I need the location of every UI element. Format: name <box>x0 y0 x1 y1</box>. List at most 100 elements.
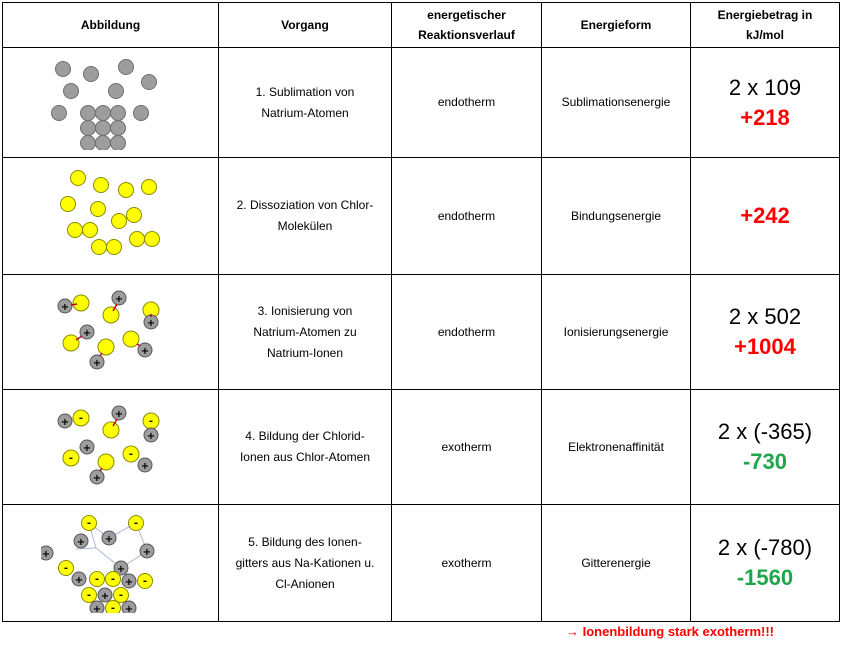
figure-cell <box>2 157 219 275</box>
sodium-atom <box>109 120 126 136</box>
sodium-atoms-figure <box>50 59 157 150</box>
chlorine-atoms-figure <box>59 169 160 255</box>
energieform-cell: Gitterenergie <box>541 504 691 622</box>
chlorine-atom <box>143 230 160 247</box>
atom-pair: + <box>142 301 159 329</box>
minus-sign: - <box>142 576 146 587</box>
minus-sign: - <box>86 518 90 529</box>
sodium-atom <box>109 105 126 121</box>
plus-sign: + <box>60 417 68 428</box>
header-energiebetrag-line2: kJ/mol <box>745 28 784 42</box>
plus-sign: + <box>104 534 112 545</box>
result-value: -1560 <box>736 565 794 590</box>
chloride-formation-figure: + - + - + + - - + + <box>57 405 159 484</box>
plus-sign: + <box>60 302 68 313</box>
vorgang-line: Molekülen <box>277 219 333 233</box>
verlauf-cell: endotherm <box>391 274 542 390</box>
minus-sign: - <box>78 413 82 424</box>
plus-sign: + <box>142 547 150 558</box>
energiebetrag-cell: 2 x (-365) -730 <box>690 389 840 505</box>
figure-cell: + - + - + + - - + + <box>2 389 219 505</box>
energieform-cell: Sublimationsenergie <box>541 47 691 158</box>
table-row: 1. Sublimation von Natrium-Atomen endoth… <box>2 47 840 158</box>
energiebetrag-cell: 2 x 109 +218 <box>690 47 840 158</box>
table-row: + - + - + + - - + + 4. Bildung der Chlor… <box>2 389 840 505</box>
vorgang-line: Natrium-Atomen <box>261 105 349 120</box>
table-row: - - + + + + - + + - - + - - + - + <box>2 504 840 622</box>
verlauf-cell: endotherm <box>391 157 542 275</box>
header-energiebetrag: Energiebetrag in kJ/mol <box>690 2 840 48</box>
vorgang-line: gitters aus Na-Kationen u. <box>235 555 375 570</box>
sodium-atom <box>94 120 111 136</box>
verlauf-cell: exotherm <box>391 389 542 505</box>
ion-pair: - + <box>142 412 159 442</box>
chlorine-atom <box>92 176 109 193</box>
header-verlauf: energetischer Reaktionsverlauf <box>391 2 542 48</box>
ion-pair: + <box>89 453 114 484</box>
chlorine-atom <box>110 212 127 229</box>
energieform-cell: Bindungsenergie <box>541 157 691 275</box>
vorgang-cell: 3. Ionisierung von Natrium-Atomen zu Nat… <box>218 274 392 390</box>
vorgang-cell: 5. Bildung des Ionen- gitters aus Na-Kat… <box>218 504 392 622</box>
chlorine-atom <box>81 221 98 238</box>
vorgang-cell: 2. Dissoziation von Chlor- Molekülen <box>218 157 392 275</box>
plus-sign: + <box>82 328 90 339</box>
chlorine-atom <box>69 169 86 186</box>
sodium-atom <box>50 105 67 121</box>
ion-pair: + - <box>62 439 94 466</box>
chlorine-atom <box>125 206 142 223</box>
energiebetrag-cell: 2 x (-780) -1560 <box>690 504 840 622</box>
plus-sign: + <box>114 409 122 420</box>
plus-sign: + <box>124 577 132 588</box>
atom-pair: + <box>57 294 89 313</box>
plus-sign: + <box>74 575 82 586</box>
plus-sign: + <box>100 591 108 602</box>
calc-value: 2 x (-365) <box>717 419 813 444</box>
sodium-atom <box>107 83 124 99</box>
sodium-atom <box>94 105 111 121</box>
calc-value: 2 x (-780) <box>717 535 813 560</box>
minus-sign: - <box>110 603 114 613</box>
energiebetrag-cell: 2 x 502 +1004 <box>690 274 840 390</box>
minus-sign: - <box>63 563 67 574</box>
result-value: +218 <box>740 104 790 130</box>
verlauf-cell: exotherm <box>391 504 542 622</box>
ion-pair: - + <box>122 445 152 472</box>
atom-pair: + <box>62 324 94 351</box>
plus-sign: + <box>114 294 122 305</box>
vorgang-line: 5. Bildung des Ionen- <box>248 534 362 549</box>
vorgang-line: Natrium-Ionen <box>266 345 344 360</box>
sodium-atom <box>140 74 157 90</box>
vorgang-line: Cl-Anionen <box>275 576 335 591</box>
plus-sign: + <box>76 537 84 548</box>
calc-value: 2 x 109 <box>728 74 802 100</box>
result-value: +1004 <box>734 334 796 359</box>
sodium-atom <box>54 61 71 77</box>
header-energiebetrag-line1: Energiebetrag in <box>717 8 813 22</box>
header-row: Abbildung Vorgang energetischer Reaktion… <box>2 2 840 48</box>
chlorine-atom <box>89 200 106 217</box>
minus-sign: - <box>128 449 132 460</box>
vorgang-line: Ionen aus Chlor-Atomen <box>239 450 371 464</box>
sodium-atom <box>117 59 134 75</box>
result-value: -730 <box>742 449 788 474</box>
minus-sign: - <box>86 590 90 601</box>
chlorine-atom <box>90 238 107 255</box>
result-value: +242 <box>740 203 790 228</box>
figure-cell: - - + + + + - + + - - + - - + - + <box>2 504 219 622</box>
vorgang-line: 3. Ionisierung von <box>257 303 353 318</box>
vorgang-line: Natrium-Atomen zu <box>253 324 357 339</box>
energieform-cell: Elektronenaffinität <box>541 389 691 505</box>
plus-sign: + <box>41 549 49 560</box>
energy-table: Abbildung Vorgang energetischer Reaktion… <box>2 2 840 622</box>
plus-sign: + <box>124 604 132 613</box>
sodium-atom <box>79 105 96 121</box>
plus-sign: + <box>140 461 148 472</box>
plus-sign: + <box>146 431 154 442</box>
sodium-atom <box>109 135 126 150</box>
plus-sign: + <box>92 358 100 369</box>
atom-pair: + <box>122 330 152 357</box>
ion-pair: + <box>102 405 126 438</box>
vorgang-cell: 4. Bildung der Chlorid- Ionen aus Chlor-… <box>218 389 392 505</box>
header-verlauf-line2: Reaktionsverlauf <box>418 28 515 42</box>
